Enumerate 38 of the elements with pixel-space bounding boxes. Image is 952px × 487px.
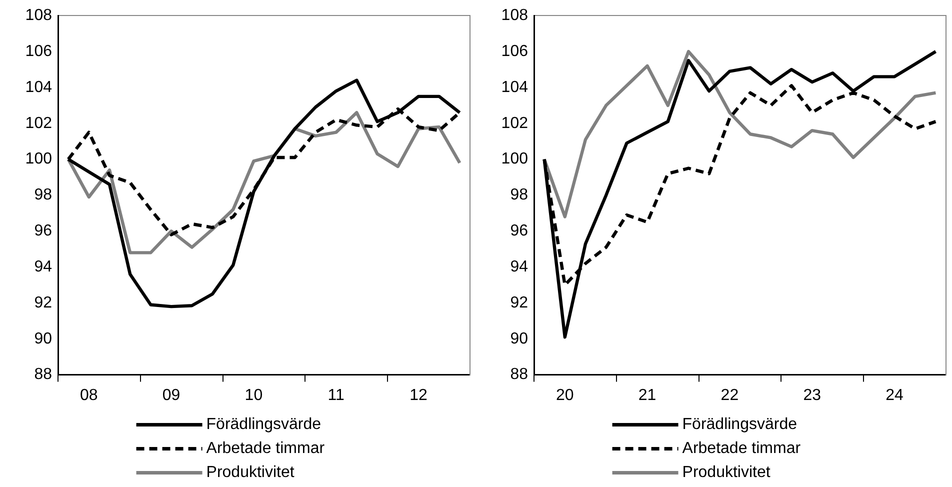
y-tick-label: 92 xyxy=(510,294,528,312)
y-tick-label: 102 xyxy=(25,114,52,132)
y-tick-label: 94 xyxy=(34,258,52,276)
y-tick-label: 94 xyxy=(510,258,528,276)
y-tick-label: 90 xyxy=(34,330,52,348)
y-tick-label: 88 xyxy=(34,366,52,384)
y-tick-label: 88 xyxy=(510,366,528,384)
x-tick-label: 08 xyxy=(80,386,98,404)
x-tick-label: 24 xyxy=(886,386,904,404)
y-tick-label: 106 xyxy=(25,42,52,60)
x-tick-label: 23 xyxy=(803,386,822,404)
y-tick-label: 96 xyxy=(510,222,528,240)
x-tick-label: 11 xyxy=(328,386,345,404)
x-tick-label: 22 xyxy=(720,386,739,404)
legend-label: Arbetade timmar xyxy=(206,440,326,458)
y-tick-label: 90 xyxy=(510,330,528,348)
y-tick-label: 96 xyxy=(34,222,52,240)
x-tick-label: 21 xyxy=(638,386,656,404)
x-tick-label: 09 xyxy=(162,386,180,404)
legend-label: Förädlingsvärde xyxy=(682,416,798,434)
legend-label: Förädlingsvärde xyxy=(206,416,322,434)
legend-label: Arbetade timmar xyxy=(682,440,802,458)
y-tick-label: 106 xyxy=(501,42,528,60)
x-tick-label: 10 xyxy=(244,386,263,404)
y-tick-label: 98 xyxy=(34,186,52,204)
y-tick-label: 102 xyxy=(501,114,528,132)
y-tick-label: 100 xyxy=(25,150,52,168)
y-tick-label: 100 xyxy=(501,150,528,168)
legend-label: Produktivitet xyxy=(682,464,771,482)
y-tick-label: 92 xyxy=(34,294,52,312)
y-tick-label: 108 xyxy=(25,7,52,24)
y-tick-label: 104 xyxy=(25,78,52,96)
legend-label: Produktivitet xyxy=(206,464,295,482)
y-tick-label: 108 xyxy=(501,7,528,24)
y-tick-label: 98 xyxy=(510,186,528,204)
x-tick-label: 20 xyxy=(556,386,574,404)
y-tick-label: 104 xyxy=(501,78,528,96)
x-tick-label: 12 xyxy=(410,386,428,404)
